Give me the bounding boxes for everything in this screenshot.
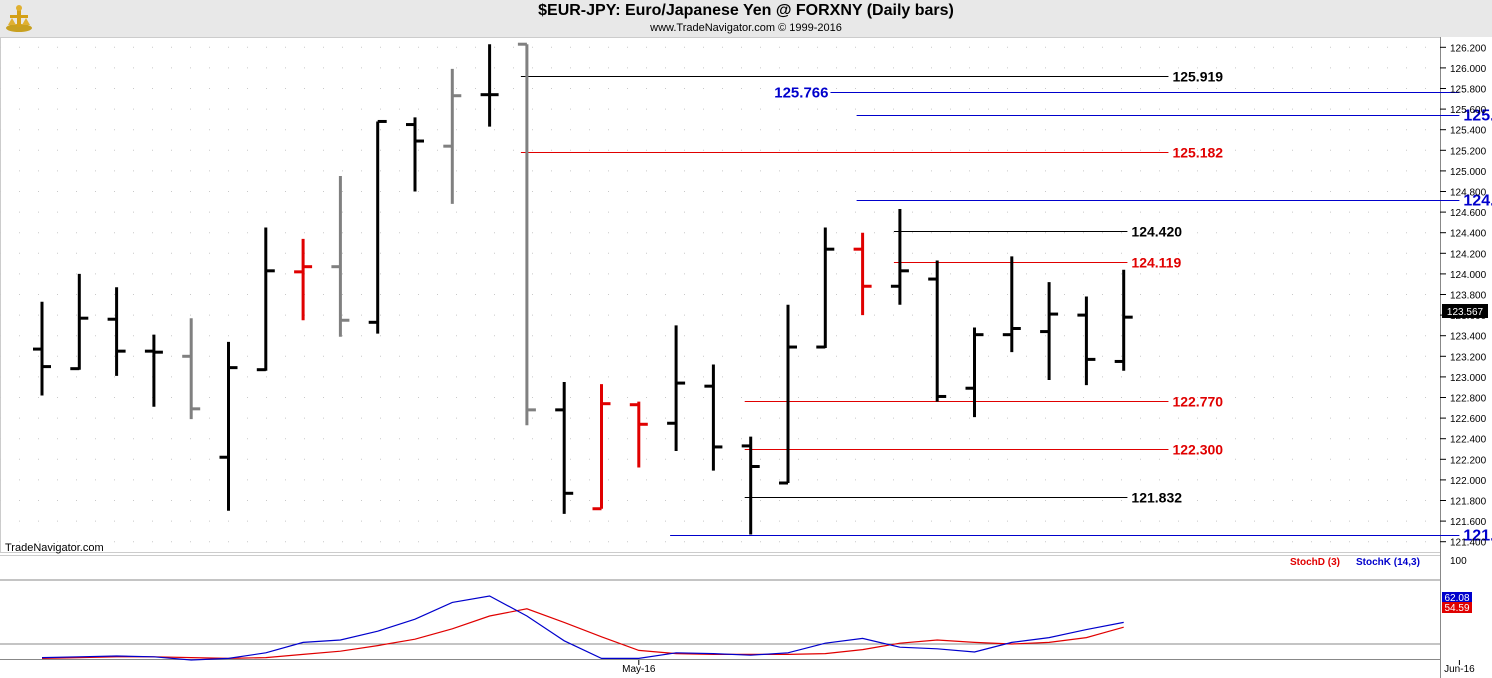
y-axis-tick-label: 125.800 — [1450, 85, 1487, 96]
y-axis-tick-label: 123.200 — [1450, 352, 1487, 363]
x-axis-label: May-16 — [622, 664, 656, 675]
ohlc-bar — [1114, 269, 1133, 371]
ohlc-bar — [517, 42, 536, 426]
y-axis-tick-label: 126.000 — [1450, 64, 1487, 75]
ohlc-bar — [480, 44, 499, 127]
x-axis-label: Jun-16 — [1444, 664, 1475, 675]
level-label: 124.420 — [1131, 224, 1182, 240]
ohlc-bar — [144, 334, 163, 407]
ohlc-bar — [629, 401, 648, 468]
level-label: 125.541 — [1463, 108, 1492, 125]
ohlc-bar — [107, 287, 126, 376]
level-label: 122.300 — [1172, 442, 1223, 458]
ohlc-bar — [1040, 282, 1059, 380]
level-label: 125.182 — [1172, 145, 1223, 161]
level-label: 121.469 — [1463, 528, 1492, 545]
ohlc-bar — [182, 318, 201, 420]
ohlc-bar — [406, 117, 424, 192]
current-price-label: 123.567 — [1447, 307, 1484, 318]
ohlc-bar — [890, 209, 909, 305]
y-axis-tick-label: 124.800 — [1450, 188, 1487, 199]
y-axis-tick-label: 125.000 — [1450, 167, 1487, 178]
stochk-line — [41, 595, 1124, 661]
ohlc-bar — [592, 384, 611, 511]
ohlc-bar — [443, 68, 462, 204]
level-label: 124.119 — [1131, 255, 1181, 271]
ohlc-bar — [816, 227, 835, 349]
legend-stochd: StochD (3) — [1290, 557, 1340, 568]
ohlc-bar — [853, 232, 872, 316]
ohlc-bar — [33, 301, 51, 396]
chart-subtitle: www.TradeNavigator.com © 1999-2016 — [650, 22, 842, 34]
ohlc-bar — [1002, 256, 1021, 353]
y-axis-tick-label: 122.400 — [1450, 435, 1487, 446]
level-label: 122.770 — [1172, 394, 1223, 410]
ohlc-bar — [965, 327, 984, 418]
y-axis-tick-label: 122.000 — [1450, 476, 1487, 487]
stochd-value-label: 54.59 — [1444, 603, 1469, 614]
ohlc-bar — [667, 325, 686, 452]
ohlc-bar — [555, 382, 574, 514]
ohlc-bar — [779, 304, 797, 485]
y-axis-tick-label: 126.200 — [1450, 43, 1487, 54]
y-axis-tick-label: 124.200 — [1450, 249, 1487, 260]
y-axis-tick-label: 125.600 — [1450, 105, 1487, 116]
level-label: 124.716 — [1463, 193, 1492, 210]
y-axis-tick-label: 124.400 — [1450, 229, 1487, 240]
ohlc-bar — [704, 364, 723, 471]
ohlc-bar — [256, 227, 275, 372]
y-axis-tick-label: 122.600 — [1450, 414, 1487, 425]
ohlc-bar — [331, 176, 350, 337]
chart-title: $EUR-JPY: Euro/Japanese Yen @ FORXNY (Da… — [538, 2, 954, 19]
y-axis-tick-label: 124.000 — [1450, 270, 1487, 281]
y-axis-tick-label: 121.600 — [1450, 517, 1487, 528]
y-axis-tick-label: 121.800 — [1450, 497, 1487, 508]
ohlc-bar — [1077, 296, 1096, 386]
ohlc-bar — [294, 238, 313, 321]
stochk-value-label: 62.08 — [1444, 593, 1469, 604]
ohlc-bar — [70, 273, 89, 371]
watermark-text: TradeNavigator.com — [5, 542, 104, 554]
level-label: 125.919 — [1172, 69, 1223, 85]
stochd-value-marker — [1442, 602, 1472, 613]
stochk-value-marker — [1442, 592, 1472, 603]
y-axis-tick-label: 121.400 — [1450, 538, 1487, 549]
y-axis-tick-label: 123.800 — [1450, 291, 1487, 302]
stoch-axis-label: 100 — [1450, 556, 1467, 567]
y-axis-tick-label: 125.200 — [1450, 146, 1487, 157]
current-price-marker — [1442, 304, 1488, 318]
y-axis-tick-label: 122.800 — [1450, 394, 1487, 405]
y-axis-tick-label: 124.600 — [1450, 208, 1487, 219]
y-axis-tick-label: 122.200 — [1450, 455, 1487, 466]
y-axis-tick-label: 123.400 — [1450, 332, 1487, 343]
ohlc-bar — [219, 341, 238, 511]
ohlc-bar — [928, 260, 947, 402]
y-axis-tick-label: 125.400 — [1450, 126, 1487, 137]
trade-navigator-logo-icon — [4, 3, 34, 38]
legend-stochk: StochK (14,3) — [1356, 557, 1420, 568]
level-label: 121.832 — [1131, 490, 1182, 506]
ohlc-bar — [368, 119, 387, 334]
level-label: 125.766 — [774, 85, 828, 102]
chart-header — [0, 0, 1492, 37]
y-axis-tick-label: 123.000 — [1450, 373, 1487, 384]
ohlc-bar — [741, 436, 760, 535]
